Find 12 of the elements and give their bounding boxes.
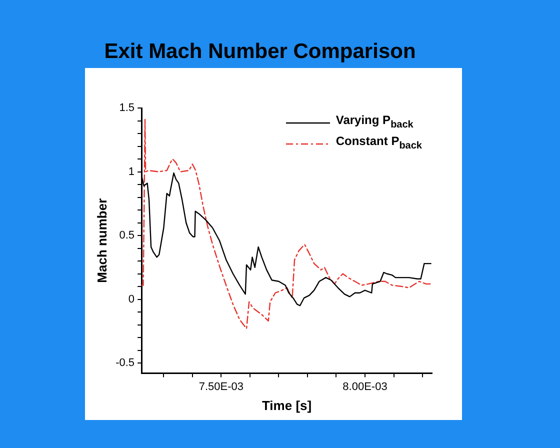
x-tick-label: 8.00E-03 (342, 380, 388, 393)
y-tick-label: 1.5 (119, 102, 135, 114)
y-axis-title: Mach number (94, 198, 110, 283)
legend-label: Varying P$_{back}$ (336, 112, 414, 132)
y-tick-label: 0.5 (119, 230, 135, 242)
y-tick-label: -0.5 (116, 357, 135, 370)
chart-title: Exit Mach Number Comparison (103, 40, 417, 64)
x-axis-title: Time [s] (262, 398, 312, 413)
y-tick-label: 1 (128, 166, 135, 178)
x-tick-label: 7.50E-03 (198, 380, 244, 393)
legend-label: Constant P$_{back}$ (336, 133, 422, 154)
y-tick-label: 0 (128, 293, 135, 306)
